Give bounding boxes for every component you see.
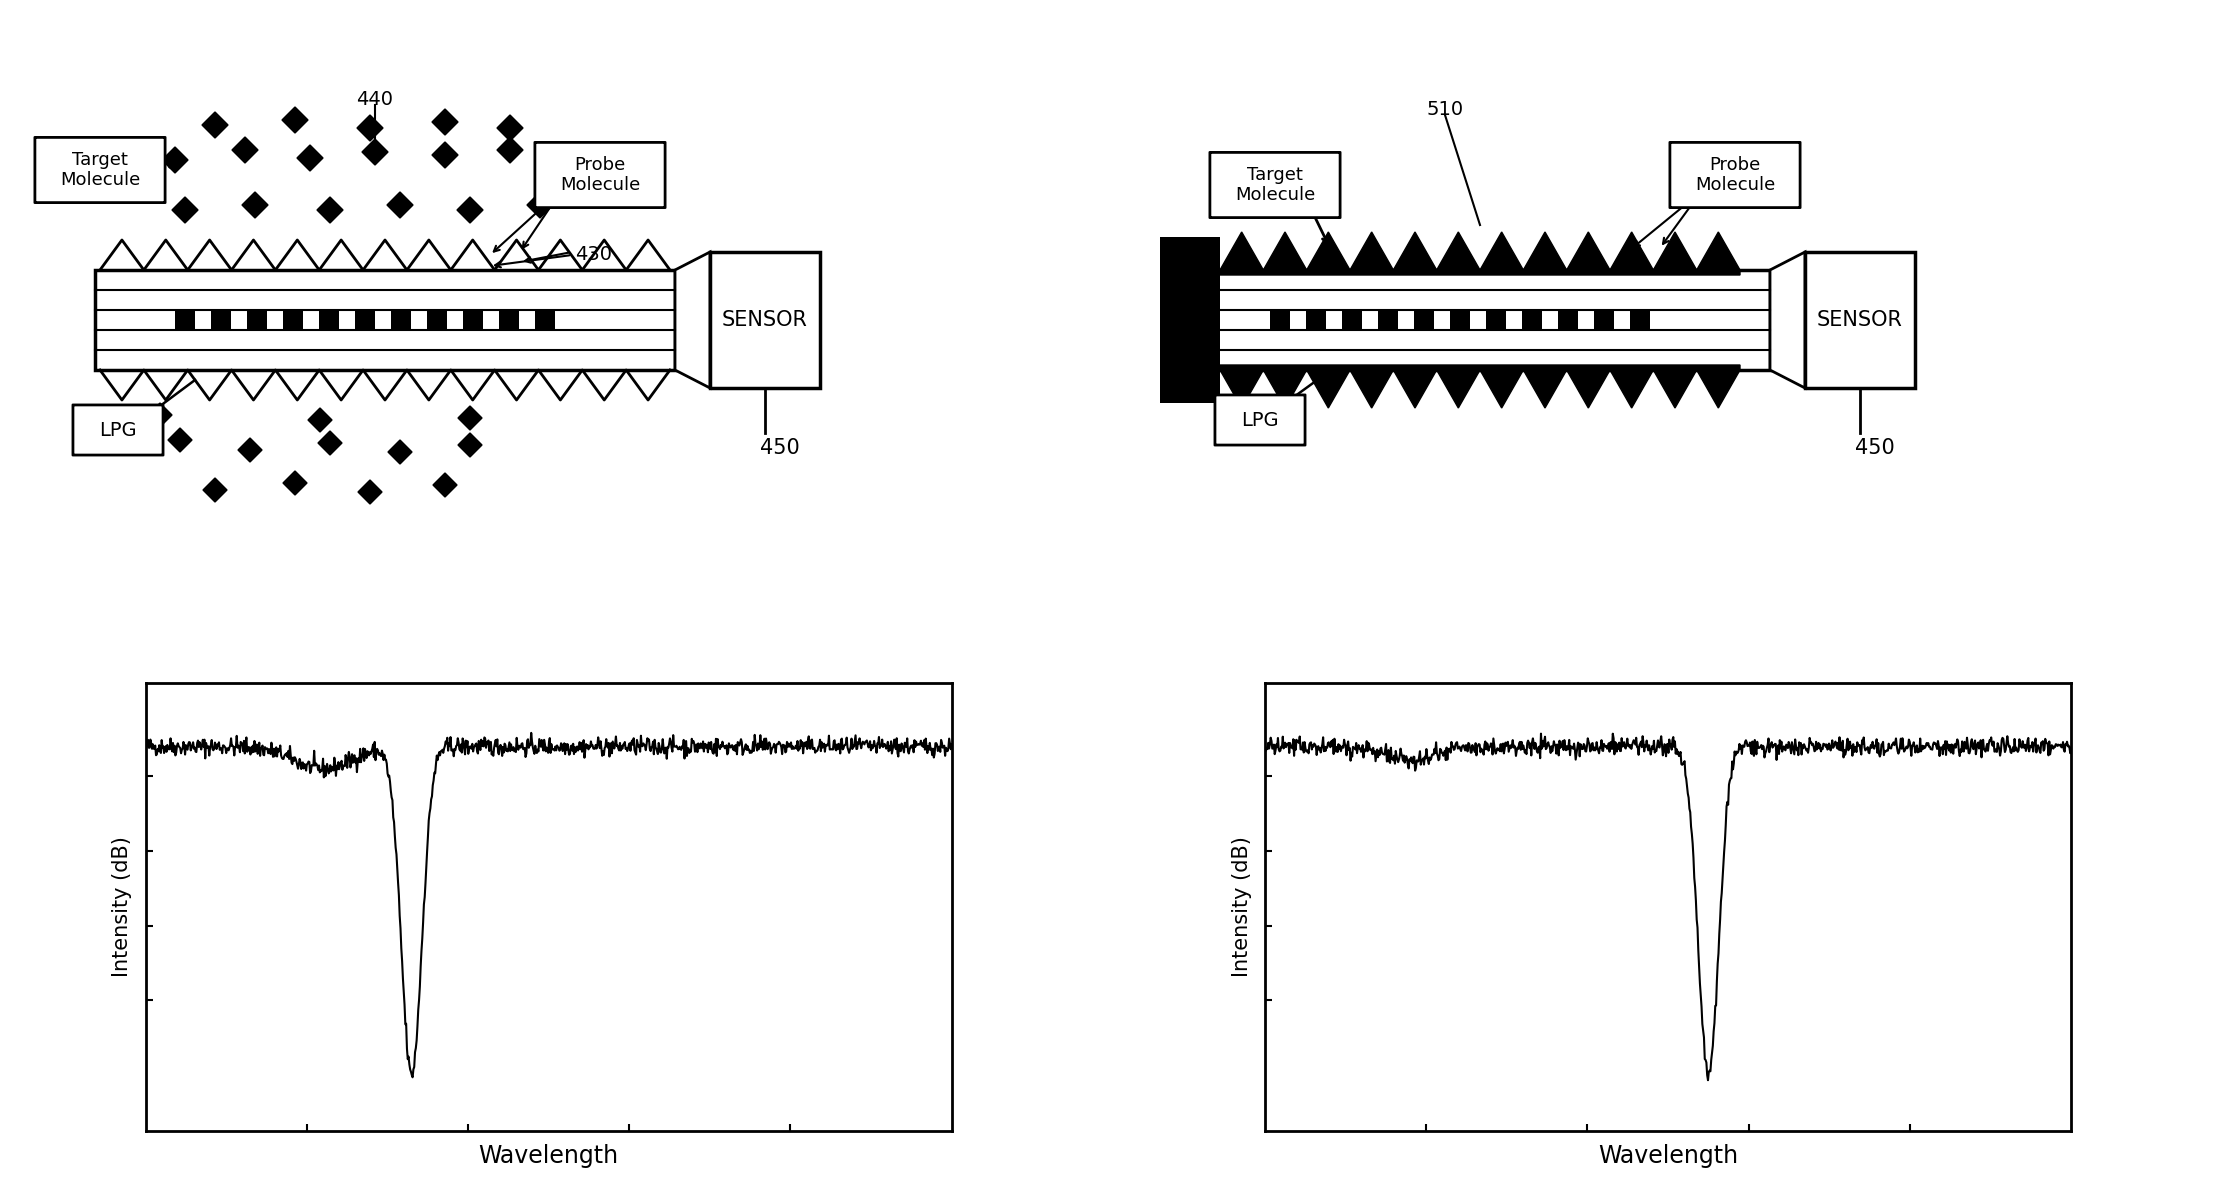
Polygon shape [526, 192, 553, 218]
FancyBboxPatch shape [1209, 152, 1341, 218]
Text: Target
Molecule: Target Molecule [60, 151, 141, 190]
Polygon shape [356, 115, 383, 141]
Bar [1377, 310, 1397, 330]
Bar [1305, 310, 1325, 330]
Polygon shape [432, 474, 457, 497]
FancyBboxPatch shape [74, 405, 163, 455]
Text: 450: 450 [759, 438, 799, 458]
Bar [1341, 310, 1361, 330]
Polygon shape [497, 137, 524, 163]
Polygon shape [233, 137, 257, 163]
Text: LPG: LPG [1240, 410, 1278, 430]
Polygon shape [161, 147, 188, 173]
Text: Target
Molecule: Target Molecule [1236, 166, 1314, 205]
Polygon shape [168, 428, 193, 452]
Polygon shape [242, 192, 269, 218]
Polygon shape [1771, 252, 1805, 388]
Bar [1415, 310, 1433, 330]
Bar [710, 252, 819, 388]
Polygon shape [358, 479, 383, 504]
Bar [392, 310, 412, 330]
Polygon shape [204, 478, 226, 502]
Bar [318, 310, 338, 330]
Y-axis label: Intensity (dB): Intensity (dB) [1231, 836, 1252, 978]
Bar [1558, 310, 1578, 330]
Text: 510: 510 [1426, 100, 1464, 119]
Polygon shape [148, 403, 172, 426]
Polygon shape [318, 431, 343, 455]
Bar [1270, 310, 1290, 330]
FancyBboxPatch shape [36, 138, 166, 203]
Bar [1487, 310, 1507, 330]
Text: 440: 440 [356, 90, 394, 110]
Polygon shape [282, 471, 307, 495]
Polygon shape [558, 145, 582, 171]
FancyBboxPatch shape [535, 143, 665, 207]
Text: SENSOR: SENSOR [1818, 310, 1903, 330]
Bar [175, 310, 195, 330]
Polygon shape [282, 107, 309, 133]
Polygon shape [318, 197, 343, 223]
Text: LPG: LPG [99, 421, 137, 439]
Bar [535, 310, 555, 330]
FancyBboxPatch shape [1216, 395, 1305, 445]
Polygon shape [674, 252, 710, 388]
Polygon shape [387, 441, 412, 464]
Bar [356, 310, 374, 330]
Polygon shape [309, 408, 331, 432]
Polygon shape [363, 139, 387, 165]
Polygon shape [459, 406, 481, 430]
Bar [1630, 310, 1650, 330]
Polygon shape [237, 438, 262, 462]
Bar [1594, 310, 1614, 330]
Bar [1451, 310, 1471, 330]
Polygon shape [457, 197, 484, 223]
Polygon shape [298, 145, 322, 171]
Polygon shape [432, 110, 459, 135]
Bar [499, 310, 519, 330]
Bar [1805, 252, 1914, 388]
Polygon shape [172, 197, 197, 223]
Bar [1523, 310, 1543, 330]
Bar [282, 310, 302, 330]
Bar [210, 310, 231, 330]
X-axis label: Wavelength: Wavelength [1599, 1144, 1737, 1169]
Text: 450: 450 [1854, 438, 1894, 458]
Bar [428, 310, 448, 330]
Polygon shape [202, 112, 228, 138]
Y-axis label: Intensity (dB): Intensity (dB) [112, 836, 132, 978]
Bar [94, 270, 674, 370]
Text: Probe
Molecule: Probe Molecule [560, 155, 640, 194]
X-axis label: Wavelength: Wavelength [479, 1144, 618, 1169]
Text: SENSOR: SENSOR [721, 310, 808, 330]
Bar [246, 310, 266, 330]
Polygon shape [1220, 232, 1740, 274]
Polygon shape [497, 115, 524, 141]
Polygon shape [459, 434, 481, 457]
Bar [1160, 237, 1220, 403]
Bar [463, 310, 484, 330]
FancyBboxPatch shape [1670, 143, 1800, 207]
Text: 430: 430 [575, 245, 611, 264]
Polygon shape [432, 143, 459, 168]
Text: Probe
Molecule: Probe Molecule [1695, 155, 1776, 194]
Polygon shape [387, 192, 412, 218]
Bar [1189, 270, 1771, 370]
Polygon shape [1220, 365, 1740, 408]
